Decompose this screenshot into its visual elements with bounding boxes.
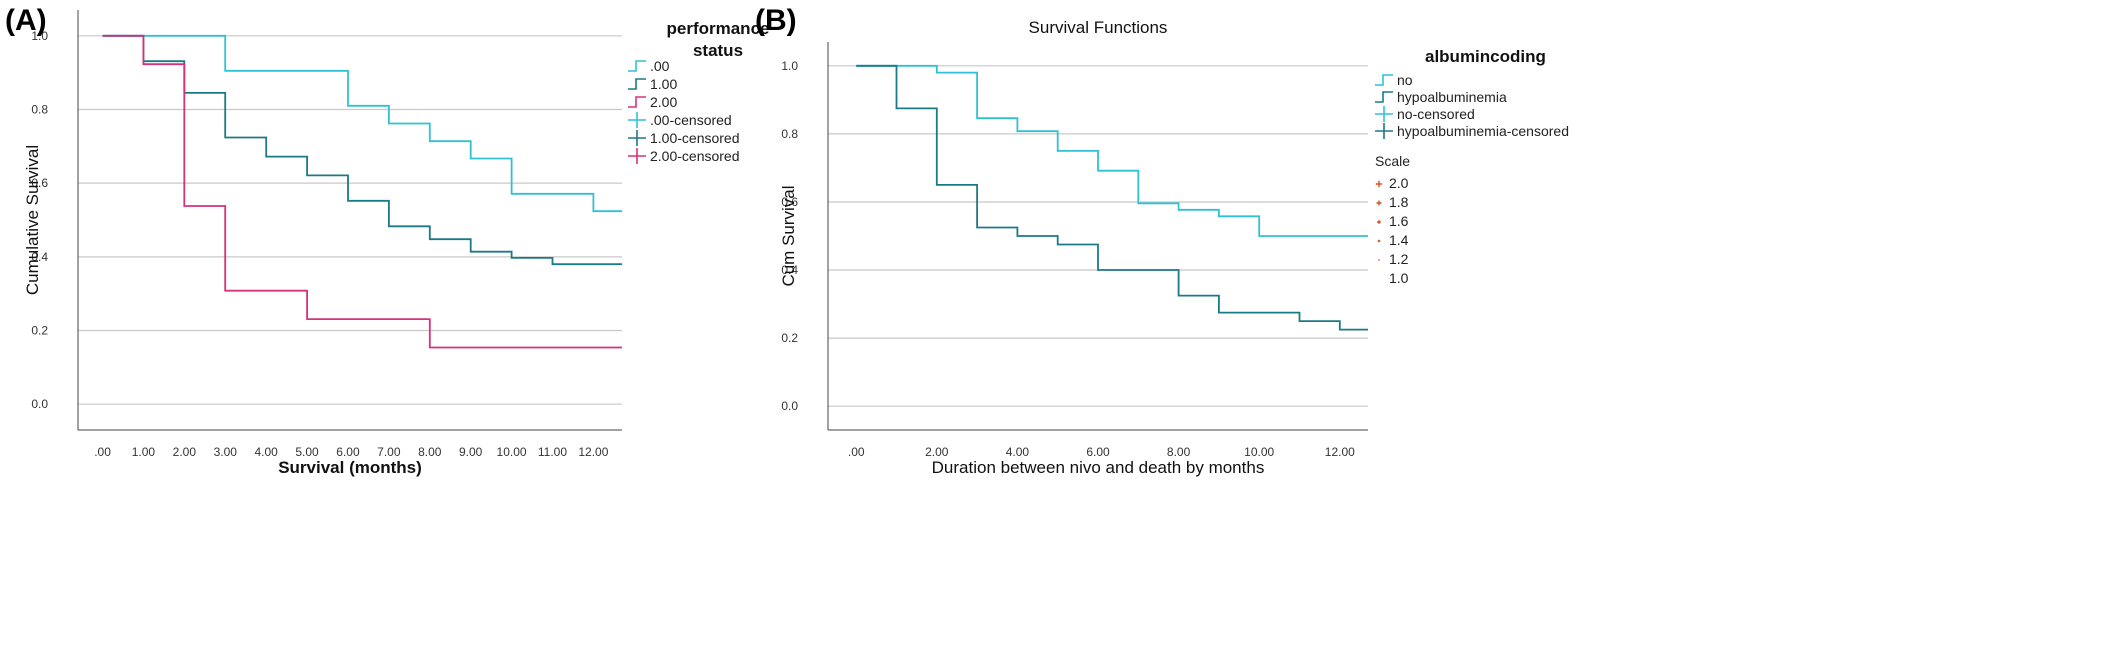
y-tick-label: 0.6 xyxy=(781,195,798,209)
scale-legend-label: 1.6 xyxy=(1389,213,1409,229)
x-tick-label: 12.00 xyxy=(1325,445,1355,459)
x-tick-label: 6.00 xyxy=(336,445,360,459)
scale-legend-label: 1.8 xyxy=(1389,194,1409,210)
y-tick-label: 0.2 xyxy=(31,324,48,338)
legend-item-label: no xyxy=(1397,72,1413,88)
panel-label: (A) xyxy=(5,4,47,37)
legend-censor-icon xyxy=(1375,106,1393,122)
scale-legend-label: 2.0 xyxy=(1389,175,1409,191)
x-tick-label: 3.00 xyxy=(214,445,238,459)
x-tick-label: 12.00 xyxy=(578,445,608,459)
y-tick-label: 0.4 xyxy=(781,263,798,277)
y-tick-label: 0.8 xyxy=(781,127,798,141)
legend-censor-icon xyxy=(628,148,646,164)
legend-item-label: no-censored xyxy=(1397,106,1475,122)
legend-item-label: .00 xyxy=(650,58,670,74)
survival-curve-alb-0 xyxy=(856,64,1368,237)
legend-censor-icon xyxy=(628,130,646,146)
x-axis-title: Survival (months) xyxy=(278,458,422,477)
survival-curve-ps-0 xyxy=(102,34,622,213)
legend-title: performance status xyxy=(667,19,770,60)
legend-item-label: hypoalbuminemia-censored xyxy=(1397,123,1569,139)
scale-legend-label: 1.2 xyxy=(1389,251,1409,267)
x-tick-label: 4.00 xyxy=(1006,445,1030,459)
y-tick-label: 0.8 xyxy=(31,102,48,116)
panel-b: (B) Survival Functions 0.0 0.2 0.4 0.6 0.8 1.0.… xyxy=(755,4,1569,477)
legend-step-icon xyxy=(1375,74,1393,86)
legend-censor-icon xyxy=(628,112,646,128)
x-tick-label: 6.00 xyxy=(1086,445,1110,459)
survival-curve-alb-1 xyxy=(856,64,1368,331)
y-tick-label: 0.0 xyxy=(781,399,798,413)
x-tick-label: 7.00 xyxy=(377,445,401,459)
y-axis-title: Cumulative Survival xyxy=(23,145,42,295)
scale-legend-title: Scale xyxy=(1375,153,1410,169)
y-tick-label: 0.0 xyxy=(31,397,48,411)
y-tick-label: 0.2 xyxy=(781,331,798,345)
legend-item-label: 2.00-censored xyxy=(650,148,740,164)
panel-label: (B) xyxy=(755,4,797,37)
x-tick-label: 5.00 xyxy=(295,445,319,459)
scale-marker-icon xyxy=(1377,239,1381,243)
chart-title: Survival Functions xyxy=(1029,18,1168,37)
y-tick-label: 1.0 xyxy=(31,29,48,43)
x-tick-label: 2.00 xyxy=(173,445,197,459)
panel-a: (A) 0.0 0.2 0.4 0.6 0.8 1.0 .00 1.00 2.00 3.00 4.00… xyxy=(5,4,769,477)
scale-marker-icon xyxy=(1377,220,1381,224)
x-tick-label: .00 xyxy=(848,445,865,459)
x-tick-label: 2.00 xyxy=(925,445,949,459)
legend-item-label: 2.00 xyxy=(650,94,677,110)
scale-legend-label: 1.0 xyxy=(1389,270,1409,286)
legend-item-label: 1.00 xyxy=(650,76,677,92)
x-tick-label: 9.00 xyxy=(459,445,483,459)
legend-step-icon xyxy=(628,96,646,108)
x-tick-label: 8.00 xyxy=(1167,445,1191,459)
scale-legend-label: 1.4 xyxy=(1389,232,1409,248)
scale-marker-icon xyxy=(1376,200,1382,206)
scale-marker-icon xyxy=(1378,259,1380,261)
y-tick-label: 1.0 xyxy=(781,59,798,73)
y-axis-title: Cum Survival xyxy=(779,185,798,286)
legend-censor-icon xyxy=(1375,123,1393,139)
x-tick-label: 11.00 xyxy=(538,445,567,459)
y-tick-label: 0.6 xyxy=(31,176,48,190)
x-tick-label: 8.00 xyxy=(418,445,442,459)
x-tick-label: .00 xyxy=(94,445,111,459)
survival-curve-ps-2 xyxy=(102,34,622,349)
legend-step-icon xyxy=(628,60,646,72)
legend-item-label: hypoalbuminemia xyxy=(1397,89,1507,105)
legend-item-label: .00-censored xyxy=(650,112,732,128)
legend-step-icon xyxy=(1375,91,1393,103)
x-tick-label: 1.00 xyxy=(132,445,156,459)
survival-curve-ps-1 xyxy=(102,34,622,266)
x-axis-title: Duration between nivo and death by month… xyxy=(932,458,1265,477)
legend-item-label: 1.00-censored xyxy=(650,130,740,146)
x-tick-label: 10.00 xyxy=(497,445,527,459)
legend-title: albumincoding xyxy=(1425,47,1546,66)
x-tick-label: 4.00 xyxy=(254,445,278,459)
scale-marker-icon xyxy=(1375,180,1383,188)
x-tick-label: 10.00 xyxy=(1244,445,1274,459)
legend-step-icon xyxy=(628,78,646,90)
y-tick-label: 0.4 xyxy=(31,250,48,264)
